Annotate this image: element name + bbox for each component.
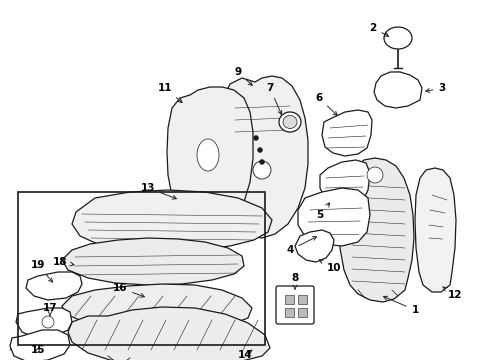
Polygon shape: [415, 168, 456, 292]
Circle shape: [367, 167, 383, 183]
Polygon shape: [68, 307, 270, 360]
Text: 13: 13: [141, 183, 176, 199]
Ellipse shape: [384, 27, 412, 49]
Polygon shape: [26, 272, 82, 300]
Polygon shape: [339, 158, 414, 302]
Text: 12: 12: [442, 287, 462, 300]
Ellipse shape: [197, 139, 219, 171]
Text: 15: 15: [31, 345, 45, 355]
Text: 11: 11: [158, 83, 182, 103]
Polygon shape: [322, 110, 372, 156]
Polygon shape: [217, 76, 308, 238]
Polygon shape: [62, 238, 244, 285]
Text: 10: 10: [319, 260, 341, 273]
Text: 17: 17: [43, 303, 57, 316]
Circle shape: [258, 148, 263, 153]
Text: 18: 18: [53, 257, 74, 267]
Bar: [298, 308, 307, 317]
Text: 3: 3: [426, 83, 445, 93]
Text: 9: 9: [234, 67, 252, 85]
Text: 1: 1: [384, 296, 418, 315]
Bar: [18, 192, 265, 345]
Circle shape: [42, 316, 54, 328]
Polygon shape: [62, 284, 252, 330]
Text: 7: 7: [266, 83, 282, 114]
Polygon shape: [16, 308, 72, 338]
Bar: [298, 295, 307, 304]
Polygon shape: [320, 160, 370, 208]
Bar: [285, 295, 294, 304]
Polygon shape: [298, 188, 370, 246]
Polygon shape: [10, 330, 70, 360]
Ellipse shape: [283, 116, 297, 129]
FancyBboxPatch shape: [276, 286, 314, 324]
Text: 5: 5: [317, 203, 330, 220]
Text: 16: 16: [113, 283, 145, 297]
Circle shape: [260, 159, 265, 165]
Polygon shape: [295, 230, 334, 262]
Polygon shape: [167, 87, 253, 226]
Text: 8: 8: [292, 273, 298, 289]
Text: 19: 19: [31, 260, 52, 282]
Polygon shape: [374, 72, 422, 108]
Circle shape: [253, 135, 259, 140]
Text: 2: 2: [369, 23, 389, 36]
Text: 4: 4: [286, 237, 317, 255]
Polygon shape: [72, 190, 272, 252]
Text: 14: 14: [238, 350, 252, 360]
Text: 6: 6: [316, 93, 337, 116]
Ellipse shape: [279, 112, 301, 132]
Circle shape: [253, 161, 271, 179]
Bar: [285, 308, 294, 317]
